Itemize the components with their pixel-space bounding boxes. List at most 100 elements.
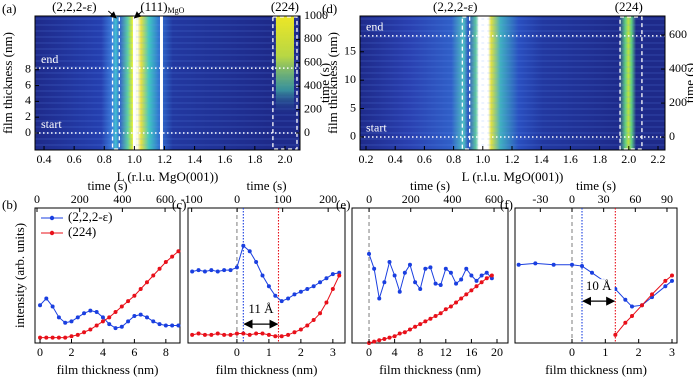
- hline-label: start: [41, 117, 62, 131]
- data-point: [392, 334, 397, 339]
- data-point: [266, 332, 271, 337]
- data-point: [407, 262, 412, 267]
- data-point: [126, 299, 131, 304]
- data-point: [407, 327, 412, 332]
- data-point: [443, 307, 448, 312]
- x2-tick-label: 0: [34, 192, 40, 206]
- data-point: [402, 270, 407, 275]
- data-point: [551, 262, 556, 267]
- data-point: [392, 273, 397, 278]
- data-point: [469, 273, 474, 278]
- annotation-arrow: [107, 10, 117, 19]
- x-tick-label: 2.0: [621, 152, 636, 166]
- data-point: [88, 308, 93, 313]
- x2-tick-label: 30: [598, 192, 610, 206]
- x-tick-label: 0.4: [37, 152, 52, 166]
- data-point: [670, 278, 674, 283]
- data-point: [107, 322, 112, 327]
- legend-label: (2,2,2-ε): [68, 209, 112, 224]
- data-point: [367, 251, 372, 256]
- heatmap-image: [35, 16, 300, 150]
- data-point: [428, 265, 433, 270]
- data-point: [623, 297, 628, 302]
- span-bg: [244, 302, 277, 317]
- annotation: (224): [271, 0, 299, 14]
- data-point: [176, 323, 181, 328]
- x2-axis-label: time (s): [87, 178, 127, 193]
- data-point: [377, 296, 382, 301]
- data-point: [448, 304, 453, 309]
- x-tick-label: 2.2: [650, 152, 665, 166]
- data-point: [454, 281, 459, 286]
- data-point: [337, 273, 342, 278]
- span-label: 11 Å: [248, 301, 274, 316]
- x-tick-label: 0.4: [388, 152, 403, 166]
- data-point: [663, 284, 668, 289]
- span-label: 10 Å: [586, 278, 612, 293]
- x-tick-label: 3: [330, 345, 336, 359]
- data-point: [119, 304, 124, 309]
- data-point: [63, 320, 68, 325]
- hline-label: end: [41, 52, 58, 66]
- data-point: [69, 334, 74, 339]
- data-point: [650, 292, 654, 297]
- x-tick-label: 1.0: [127, 152, 142, 166]
- data-point: [94, 309, 99, 314]
- legend-marker: [49, 215, 55, 221]
- x-tick-label: 8: [163, 345, 169, 359]
- data-point: [623, 320, 628, 325]
- x-tick-label: 0: [366, 345, 372, 359]
- panel-label: (f): [500, 197, 513, 212]
- frame: [34, 15, 301, 151]
- y-tick-label: 0: [350, 129, 356, 143]
- x2-tick-label: 200: [319, 192, 337, 206]
- data-point: [459, 277, 464, 282]
- x2-tick-label: 600: [156, 192, 174, 206]
- data-point: [163, 323, 168, 328]
- x2-tick-label: 200: [402, 192, 420, 206]
- annotation-text: (2,2,2-ε): [433, 0, 477, 14]
- y-axis-label: film thickness (nm): [0, 32, 15, 134]
- data-point: [387, 335, 392, 340]
- y2-tick-label: 400: [304, 78, 322, 92]
- annotation: (224): [615, 0, 643, 14]
- x2-tick-label: 400: [113, 192, 131, 206]
- data-point: [640, 303, 644, 308]
- data-point: [428, 316, 433, 321]
- x-tick-label: 1.6: [217, 152, 232, 166]
- data-point: [157, 266, 162, 271]
- data-point: [241, 331, 246, 336]
- annotation-arrow: [133, 10, 143, 19]
- x-tick-label: 1: [266, 345, 272, 359]
- x-tick-label: 6: [131, 345, 137, 359]
- x-tick-label: 1.4: [187, 152, 202, 166]
- data-point: [107, 315, 112, 320]
- data-point: [144, 280, 149, 285]
- data-point: [50, 304, 55, 309]
- data-point: [330, 272, 335, 277]
- y2-tick-label: 0: [304, 125, 310, 139]
- data-point: [418, 287, 423, 291]
- data-point: [305, 287, 310, 291]
- data-point: [318, 280, 323, 285]
- data-point: [324, 276, 329, 281]
- y2-axis-label: time (s): [317, 63, 332, 103]
- x2-tick-label: 90: [661, 192, 673, 206]
- data-point: [423, 319, 428, 324]
- data-point: [580, 264, 584, 269]
- legend-label: (224): [68, 224, 96, 239]
- data-point: [318, 311, 323, 316]
- data-point: [247, 249, 252, 254]
- data-point: [202, 332, 207, 337]
- data-point: [670, 273, 674, 278]
- x-tick-label: 2: [636, 345, 642, 359]
- data-point: [533, 261, 538, 266]
- x-tick-label: 2: [68, 345, 74, 359]
- data-point: [138, 287, 143, 291]
- data-point: [38, 303, 43, 308]
- data-point: [222, 268, 227, 273]
- x2-tick-label: 0: [569, 192, 575, 206]
- data-point: [372, 266, 377, 271]
- data-point: [56, 315, 61, 320]
- data-point: [630, 304, 634, 309]
